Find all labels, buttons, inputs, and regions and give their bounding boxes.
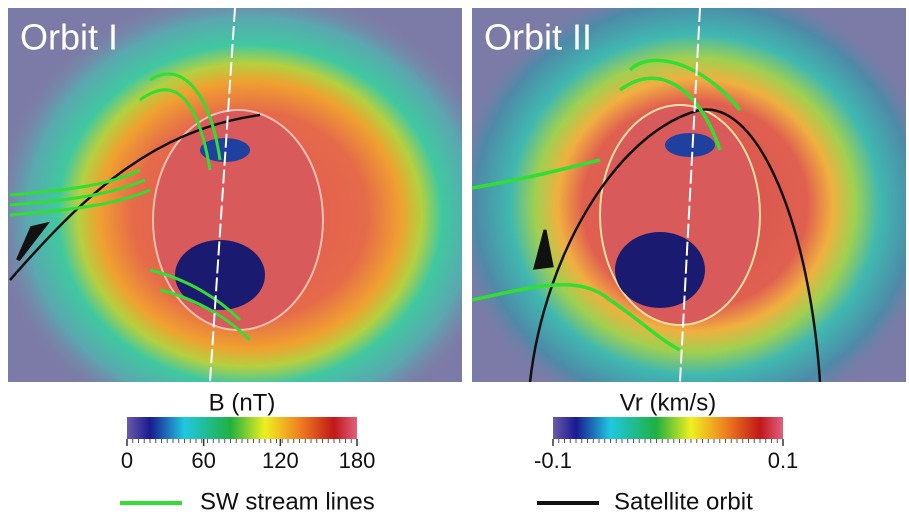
legend-label: SW stream lines [200,488,375,515]
colorbar [553,417,783,439]
panel-image [8,8,462,382]
colorbar-label: Vr (km/s) [620,389,716,416]
colorbar-tick-label: 120 [262,448,299,473]
colorbar-tick-label: -0.1 [534,448,572,473]
colorbar-label: B (nT) [209,389,276,416]
panel-title: Orbit I [20,17,118,58]
panel-title: Orbit II [484,17,592,58]
colorbar [127,417,357,439]
legend-label: Satellite orbit [614,488,753,515]
colorbar-tick-label: 180 [339,448,376,473]
colorbar-tick-label: 0 [121,448,133,473]
colorbar-tick-label: 0.1 [768,448,799,473]
panel-image [472,8,906,382]
colorbar-tick-label: 60 [191,448,215,473]
